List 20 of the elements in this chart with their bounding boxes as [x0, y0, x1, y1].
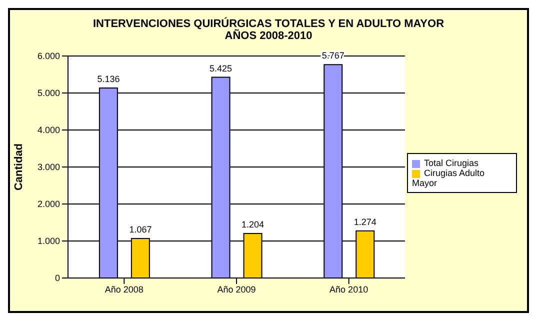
x-tick-label: Año 2009 [217, 284, 256, 294]
y-axis-title: Cantidad [12, 143, 25, 191]
data-label: 1.274 [354, 216, 376, 227]
y-tick-label: 4.000 [37, 125, 60, 136]
x-tick-label: Año 2010 [330, 284, 368, 294]
chart-subtitle: AÑOS 2008-2010 [224, 30, 314, 42]
y-tick-label: 1.000 [37, 236, 60, 246]
x-tick-label: Año 2008 [104, 284, 144, 294]
data-label: 5.136 [97, 74, 120, 84]
y-tick-label: 0 [54, 273, 60, 284]
legend-label: Cirugias Adulto Mayor [412, 168, 485, 188]
data-label: 1.204 [242, 219, 264, 230]
y-tick-label: 2.000 [37, 199, 60, 210]
y-tick-label: 3.000 [37, 162, 60, 172]
legend-label: Total Cirugias [424, 158, 479, 168]
chart-title: INTERVENCIONES QUIRÚRGICAS TOTALES Y EN ADULTO MAYOR [92, 16, 446, 30]
y-tick-label: 6.000 [37, 51, 60, 62]
data-label: 1.067 [129, 224, 152, 235]
data-label: 5.425 [210, 63, 232, 74]
y-tick-label: 5.000 [37, 88, 60, 98]
